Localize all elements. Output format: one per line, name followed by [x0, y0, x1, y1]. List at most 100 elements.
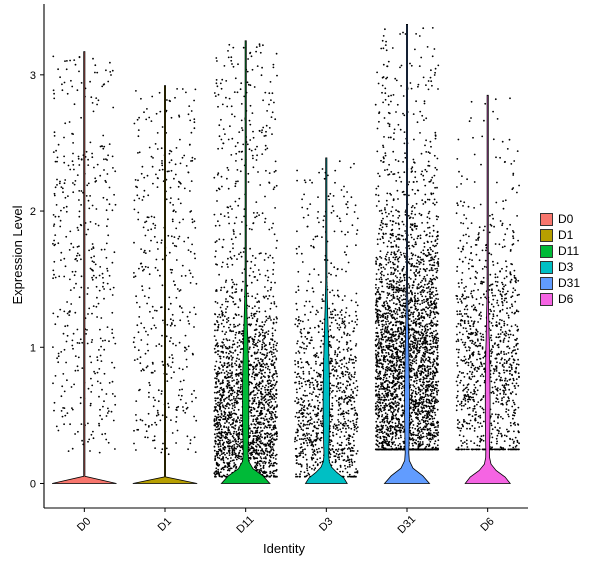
data-point: [105, 209, 108, 212]
data-point: [60, 395, 63, 398]
data-point: [228, 384, 231, 386]
data-point: [213, 368, 216, 371]
data-point: [389, 192, 391, 195]
data-point: [90, 256, 93, 259]
data-point: [356, 389, 359, 392]
data-point: [422, 398, 425, 401]
data-point: [275, 438, 278, 441]
data-point: [237, 416, 239, 418]
data-point: [76, 246, 79, 248]
data-point: [331, 448, 334, 450]
data-point: [85, 233, 88, 236]
data-point: [239, 299, 242, 302]
data-point: [332, 450, 335, 453]
data-point: [257, 389, 260, 392]
data-point: [392, 414, 395, 417]
data-point: [63, 81, 66, 84]
data-point: [53, 260, 56, 263]
data-point: [350, 196, 353, 199]
data-point: [431, 347, 433, 350]
data-point: [266, 418, 268, 420]
data-point: [101, 85, 104, 88]
data-point: [66, 334, 69, 337]
data-point: [316, 437, 319, 440]
data-point: [102, 405, 104, 408]
data-point: [214, 440, 217, 443]
data-point: [52, 151, 55, 154]
data-point: [317, 311, 319, 313]
data-point: [87, 287, 89, 289]
data-point: [261, 153, 264, 156]
data-point: [99, 382, 102, 384]
data-point: [219, 415, 222, 418]
data-point: [421, 358, 424, 360]
data-point: [155, 423, 158, 426]
data-point: [232, 389, 235, 392]
data-point: [228, 451, 230, 453]
data-point: [311, 422, 313, 425]
data-point: [275, 321, 278, 324]
data-point: [250, 454, 253, 456]
data-point: [96, 380, 99, 383]
data-point: [184, 411, 187, 414]
data-point: [234, 399, 237, 402]
data-point: [161, 162, 163, 165]
data-point: [216, 316, 219, 318]
data-point: [260, 392, 263, 395]
data-point: [257, 453, 260, 456]
data-point: [275, 305, 278, 308]
data-point: [387, 261, 390, 264]
data-point: [222, 319, 225, 322]
data-point: [272, 418, 274, 420]
data-point: [89, 80, 91, 83]
data-point: [250, 364, 253, 366]
data-point: [313, 387, 315, 389]
data-point: [96, 316, 98, 318]
data-point: [258, 335, 260, 338]
data-point: [166, 99, 168, 101]
data-point: [59, 76, 61, 79]
data-point: [255, 383, 257, 386]
data-point: [338, 365, 340, 367]
data-point: [193, 99, 196, 102]
data-point: [275, 388, 278, 391]
data-point: [133, 359, 136, 361]
data-point: [104, 432, 107, 435]
data-point: [345, 270, 347, 273]
data-point: [101, 418, 103, 421]
data-point: [190, 160, 192, 162]
data-point: [296, 439, 298, 442]
data-point: [295, 431, 297, 434]
data-point: [255, 201, 258, 204]
data-point: [331, 205, 334, 208]
data-point: [65, 210, 68, 213]
data-point: [270, 418, 273, 421]
data-point: [354, 344, 357, 347]
data-point: [296, 230, 298, 233]
data-point: [111, 393, 114, 395]
data-point: [170, 235, 173, 238]
data-point: [274, 169, 277, 172]
data-point: [263, 457, 265, 460]
data-point: [170, 150, 173, 153]
data-point: [248, 368, 251, 371]
data-point: [341, 299, 344, 301]
data-point: [214, 329, 216, 332]
data-point: [236, 456, 239, 459]
data-point: [222, 391, 225, 394]
data-point: [98, 274, 101, 277]
data-point: [105, 415, 108, 417]
data-point: [315, 432, 318, 434]
data-point: [218, 475, 221, 478]
data-point: [178, 341, 181, 344]
data-point: [354, 409, 357, 412]
data-point: [231, 372, 233, 375]
data-point: [103, 400, 105, 403]
data-point: [274, 160, 277, 163]
data-point: [218, 238, 221, 241]
data-point: [86, 329, 88, 331]
data-point: [350, 358, 353, 361]
data-point: [310, 457, 313, 460]
data-point: [419, 334, 422, 336]
data-point: [269, 390, 272, 393]
